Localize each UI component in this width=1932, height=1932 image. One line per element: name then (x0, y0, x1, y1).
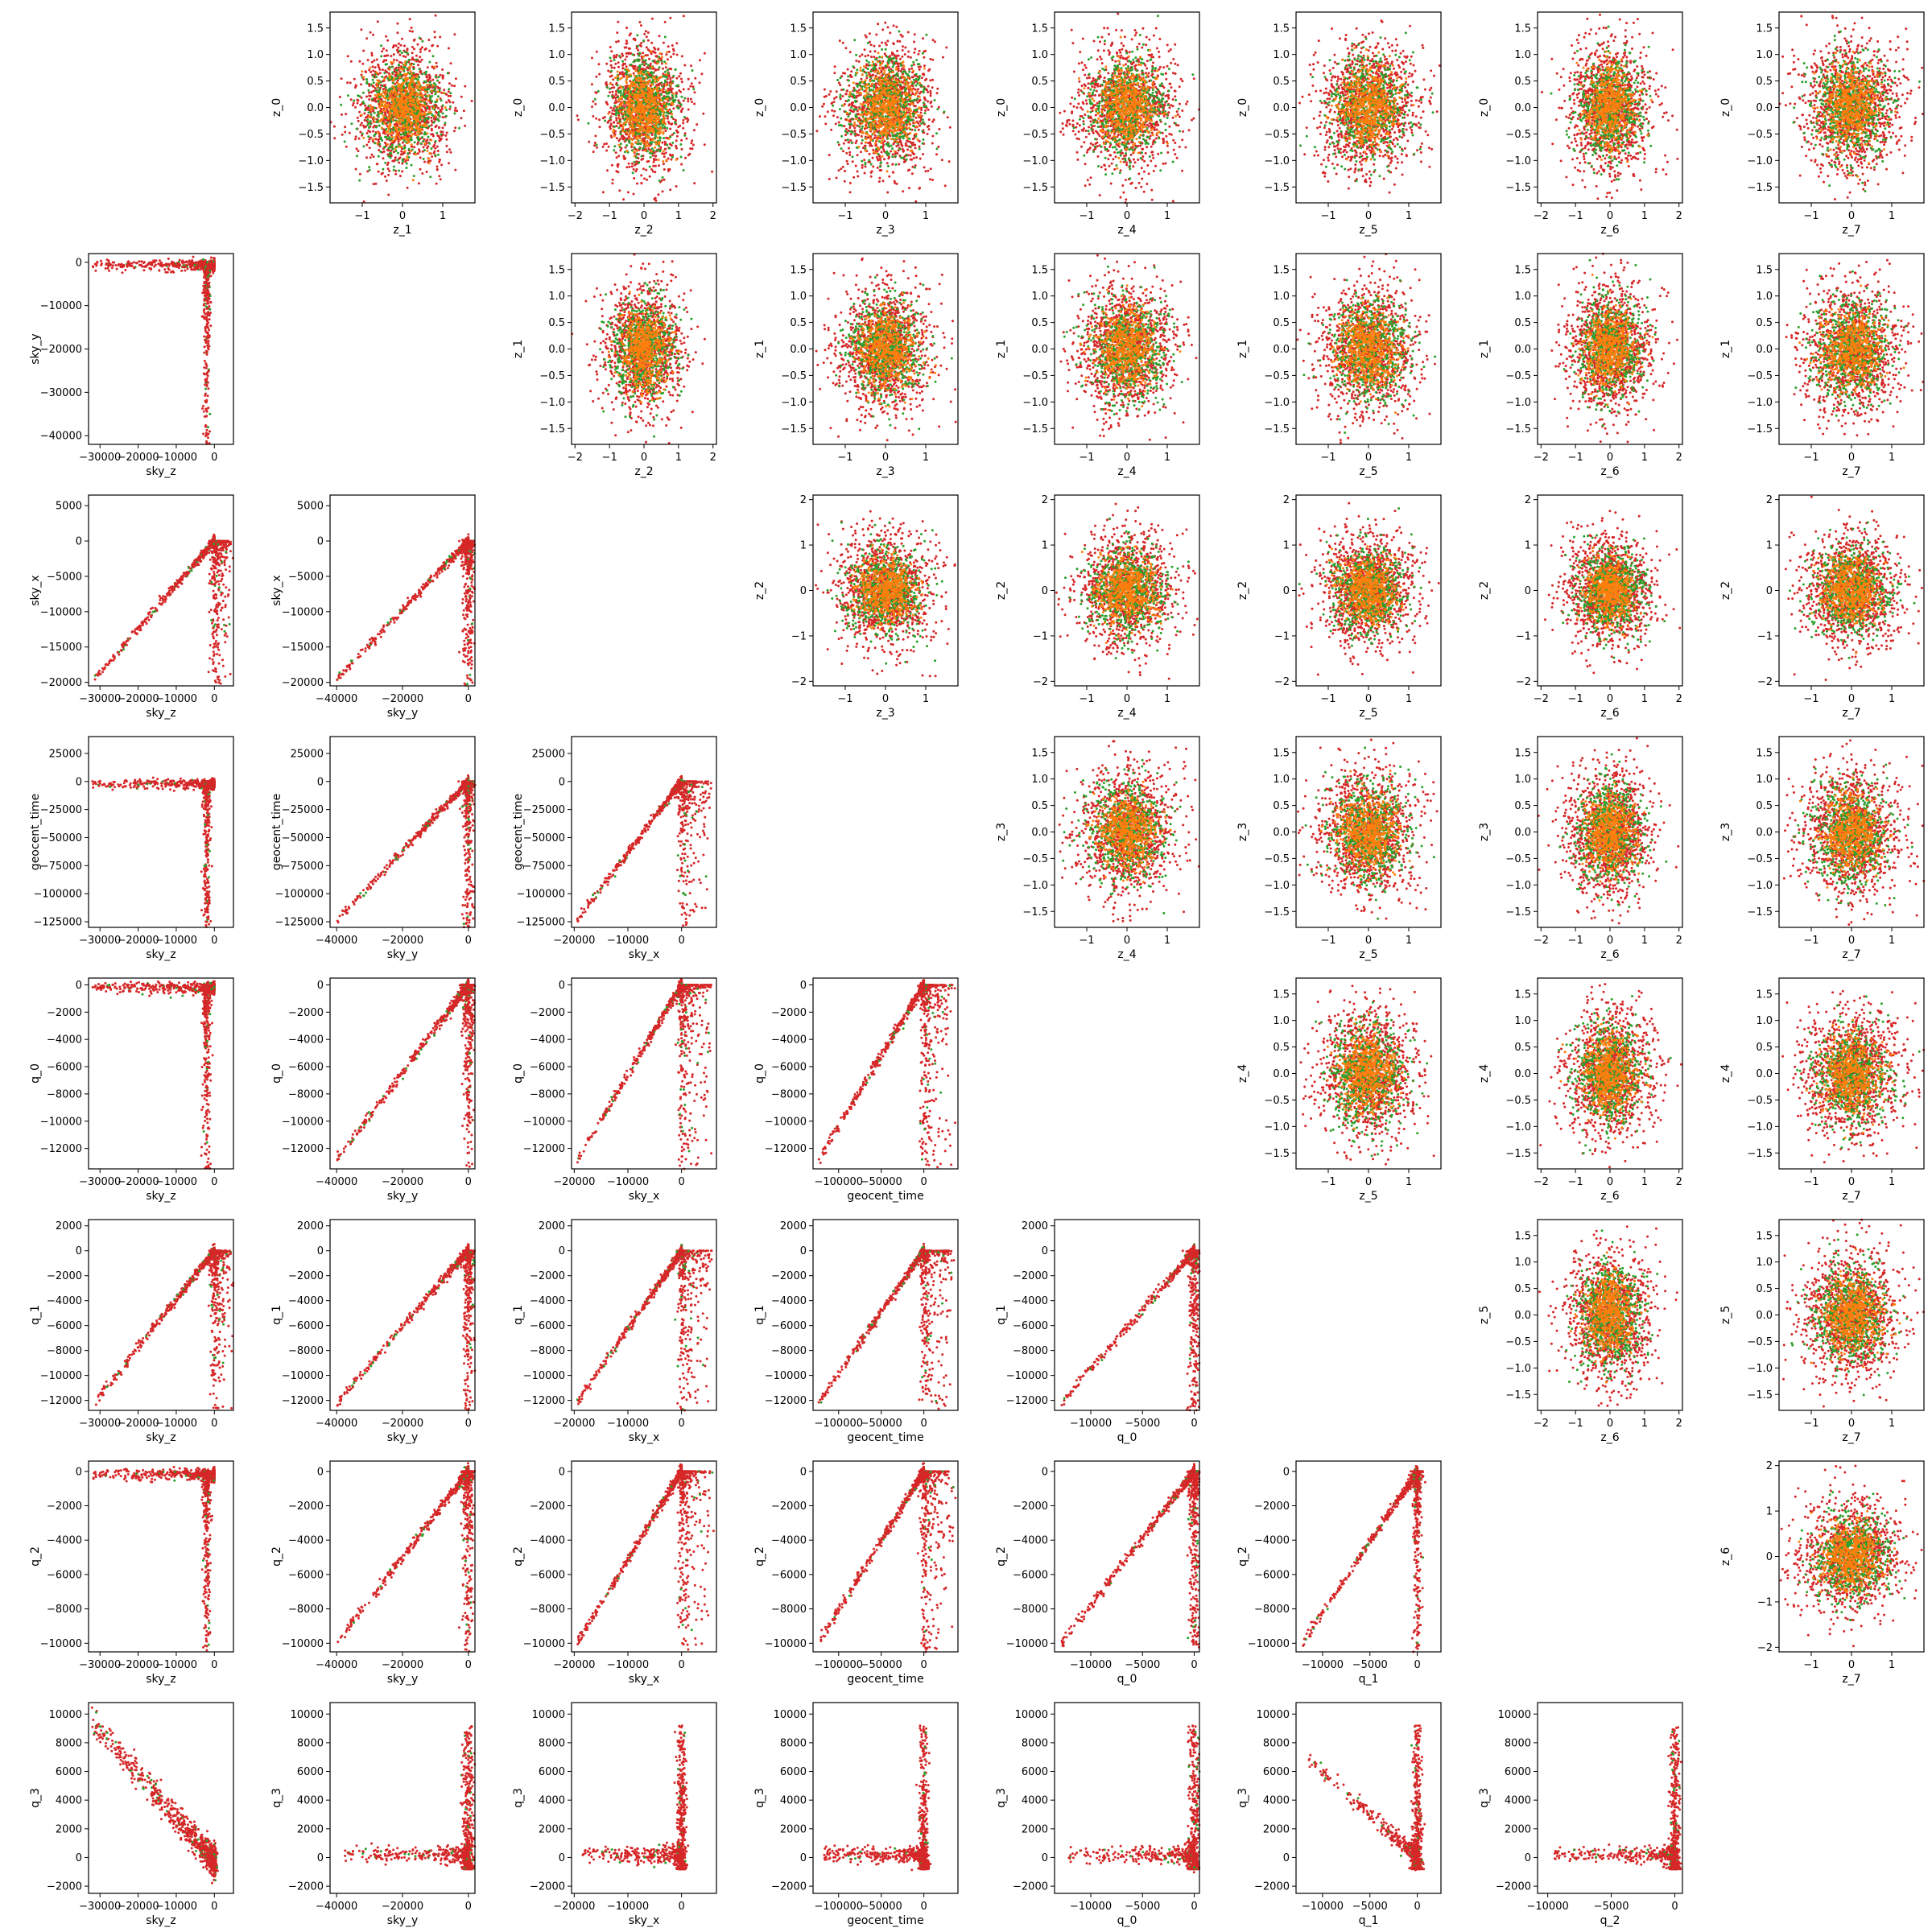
data-point (136, 262, 138, 264)
points-sky_y-vs-sky_z (92, 256, 216, 445)
data-point (203, 336, 205, 338)
data-point (112, 264, 114, 266)
data-point (208, 308, 211, 311)
data-point (116, 268, 118, 270)
data-point (187, 267, 189, 270)
data-point (206, 378, 208, 380)
data-point (192, 256, 195, 258)
data-point (100, 260, 102, 262)
data-point (208, 318, 211, 320)
data-point (140, 264, 142, 266)
data-point (207, 327, 209, 329)
data-point (138, 260, 140, 262)
data-point (207, 407, 209, 409)
data-point (168, 269, 171, 271)
panels-layer: −30000−20000−10000 0−40000−30000−20000−10… (29, 12, 1925, 1927)
data-point (107, 267, 109, 270)
panel-sky_y-vs-sky_z: −30000−20000−10000 0−40000−30000−20000−10… (29, 254, 233, 478)
data-point (133, 266, 135, 269)
data-point (208, 328, 210, 331)
scatter-matrix-figure: −30000−20000−10000 0−40000−30000−20000−10… (0, 0, 1932, 1932)
data-point (142, 269, 145, 271)
data-point (203, 352, 205, 354)
data-point (207, 387, 209, 390)
data-point (210, 257, 213, 259)
data-point (208, 305, 211, 308)
data-point (158, 269, 160, 271)
data-point (206, 353, 208, 356)
data-point (167, 258, 170, 260)
data-point (94, 270, 97, 272)
data-point (204, 360, 206, 362)
data-point (122, 271, 124, 274)
data-point (140, 260, 142, 262)
data-point (113, 262, 115, 264)
data-point (190, 268, 192, 270)
data-point (159, 259, 161, 262)
data-point (204, 373, 206, 375)
data-point (207, 374, 209, 377)
data-point (184, 270, 186, 272)
